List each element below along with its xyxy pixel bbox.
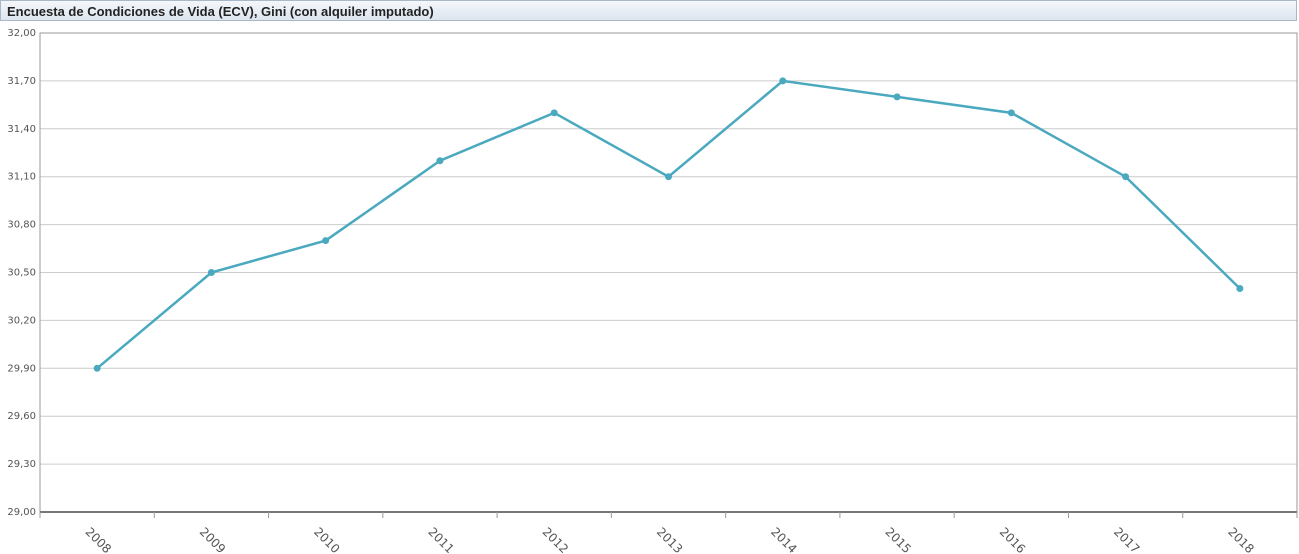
point (1122, 173, 1130, 181)
point (893, 93, 901, 101)
point (779, 77, 787, 85)
y-tick-label: 29,60 (7, 411, 36, 422)
point (436, 157, 444, 165)
y-tick-label: 30,80 (7, 220, 36, 231)
x-tick-label: 2015 (882, 525, 913, 554)
x-tick-label: 2013 (654, 525, 685, 554)
y-tick-label: 30,20 (7, 315, 36, 326)
x-tick-label: 2011 (425, 525, 456, 554)
y-tick-label: 32,00 (7, 28, 36, 39)
x-tick-label: 2018 (1225, 525, 1256, 554)
y-tick-label: 29,00 (7, 507, 36, 518)
point (322, 237, 330, 245)
chart-title: Encuesta de Condiciones de Vida (ECV), G… (0, 0, 1297, 21)
y-tick-label: 31,40 (7, 124, 36, 135)
x-tick-label: 2016 (997, 525, 1028, 554)
point (665, 173, 672, 181)
y-tick-label: 31,10 (7, 172, 36, 183)
x-tick-label: 2010 (311, 525, 342, 554)
point (1007, 109, 1015, 117)
x-tick-label: 2009 (197, 525, 228, 554)
point (1236, 284, 1244, 292)
point (550, 109, 558, 117)
x-tick-label: 2017 (1111, 525, 1142, 554)
y-tick-label: 29,90 (7, 363, 36, 374)
x-tick-label: 2014 (768, 525, 799, 554)
x-tick-label: 2012 (540, 525, 571, 554)
y-tick-label: 30,50 (7, 268, 36, 279)
point (207, 269, 215, 276)
x-tick-label: 2008 (83, 525, 114, 554)
y-tick-label: 29,30 (7, 459, 36, 470)
point (93, 364, 101, 372)
y-tick-label: 31,70 (7, 76, 36, 87)
